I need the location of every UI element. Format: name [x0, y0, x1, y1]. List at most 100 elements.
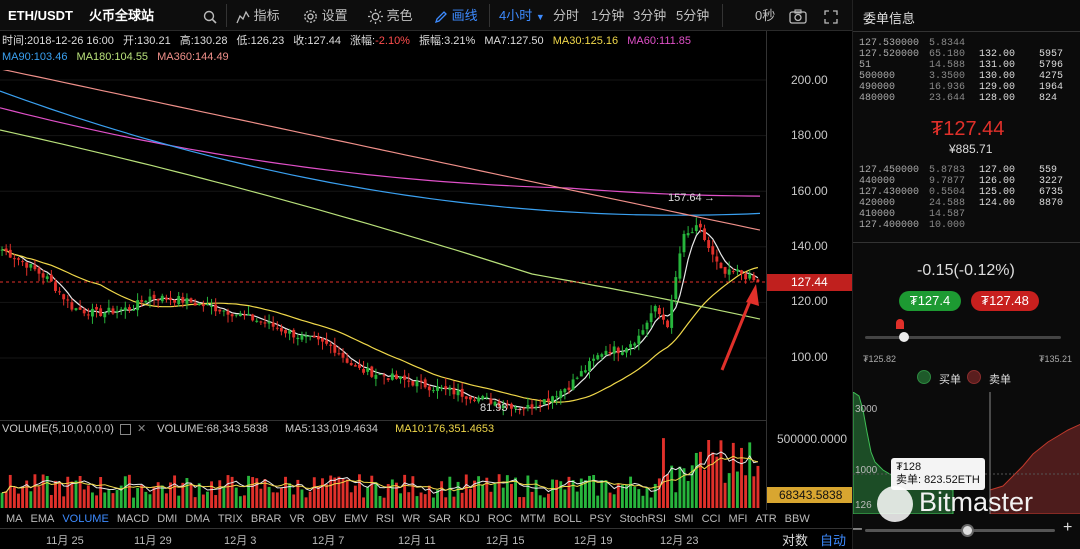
order-row[interactable]: 420000 24.588 124.00 8870 — [859, 198, 1079, 209]
indicator-tab[interactable]: EMV — [343, 513, 368, 525]
volume-bar — [210, 481, 214, 508]
indicator-tab[interactable]: OBV — [312, 513, 336, 525]
candle-body — [4, 248, 8, 252]
volume-ma-line — [2, 451, 759, 494]
pair-symbol[interactable]: ETH/USDT — [8, 8, 73, 23]
indicator-tab[interactable]: MACD — [116, 513, 150, 525]
candle-body — [431, 390, 435, 392]
candle-body — [460, 388, 464, 397]
indicator-tab[interactable]: BBW — [784, 513, 810, 525]
volume-title[interactable]: VOLUME(5,10,0,0,0,0) — [2, 423, 114, 435]
candle-body — [481, 396, 485, 399]
order-row[interactable]: 127.530000 5.8344 — [859, 38, 1079, 49]
indicator-tab[interactable]: CCI — [701, 513, 721, 525]
order-row[interactable]: 51 14.588 131.00 5796 — [859, 60, 1079, 71]
interval-timeline[interactable]: 分时 — [553, 8, 580, 23]
volume-bar — [366, 486, 370, 508]
order-row[interactable]: 500000 3.3500 130.00 4275 — [859, 71, 1079, 82]
candle-info-bar: 时间:2018-12-26 16:00 开:130.21 高:130.28 低:… — [0, 33, 766, 69]
indicator-tab[interactable]: ATR — [755, 513, 777, 525]
candle-body — [596, 355, 600, 360]
sell-price-button[interactable]: ₮127.48 — [971, 291, 1039, 311]
brightness-button[interactable]: 亮色 — [368, 0, 413, 31]
draw-button[interactable]: 画线 — [434, 0, 478, 31]
volume-chart[interactable] — [0, 436, 766, 508]
candle-body — [501, 405, 505, 409]
indicator-tab[interactable]: MTM — [520, 513, 546, 525]
price-axis[interactable]: 200.00 180.00 160.00 140.00 120.00 100.0… — [766, 31, 853, 421]
log-scale-toggle[interactable]: 对数 — [782, 533, 809, 548]
volume-bar — [259, 488, 263, 508]
camera-icon[interactable] — [789, 0, 807, 31]
zoom-out-icon[interactable]: – — [853, 520, 862, 537]
buy-price-button[interactable]: ₮127.4 — [899, 291, 961, 311]
settings-button[interactable]: 设置 — [303, 0, 348, 31]
indicator-tab[interactable]: VOLUME — [62, 513, 109, 525]
interval-dropdown[interactable]: 4小时 ▼ — [499, 0, 545, 31]
candle-body — [312, 336, 316, 338]
candle-body — [123, 307, 127, 311]
interval-5min[interactable]: 5分钟 — [676, 8, 710, 23]
order-row[interactable]: 490000 16.936 129.00 1964 — [859, 82, 1079, 93]
price-range-handle[interactable] — [899, 332, 909, 342]
indicator-tab[interactable]: MA — [6, 513, 23, 525]
candle-body — [748, 274, 752, 279]
interval-1min[interactable]: 1分钟 — [591, 8, 625, 23]
buy-legend-icon — [917, 370, 931, 384]
zoom-in-icon[interactable]: + — [1063, 519, 1073, 536]
indicator-tab[interactable]: ROC — [487, 513, 513, 525]
order-cell: 3227 — [1039, 176, 1064, 187]
order-row[interactable]: 127.450000 5.8783 127.00 559 — [859, 165, 1079, 176]
indicator-button[interactable]: 指标 — [236, 0, 280, 31]
indicator-tab[interactable]: BRAR — [250, 513, 282, 525]
volume-bar — [123, 476, 127, 508]
indicator-tab[interactable]: DMI — [157, 513, 178, 525]
indicator-tab[interactable]: MFI — [728, 513, 748, 525]
indicator-tab[interactable]: KDJ — [459, 513, 480, 525]
volume-settings-icon[interactable] — [119, 423, 131, 435]
volume-bar — [164, 493, 168, 508]
indicator-tab[interactable]: DMA — [185, 513, 210, 525]
candle-body — [546, 398, 550, 402]
indicator-tab[interactable]: TRIX — [217, 513, 243, 525]
zoom-handle[interactable] — [961, 524, 974, 537]
order-cell: 130.00 — [979, 71, 1016, 82]
price-tick: 160.00 — [791, 184, 828, 198]
indicator-tab[interactable]: RSI — [375, 513, 395, 525]
search-icon[interactable] — [203, 0, 217, 31]
interval-3min[interactable]: 3分钟 — [633, 8, 667, 23]
order-cell: 5.8783 — [929, 165, 966, 176]
order-row[interactable]: 127.520000 65.180 132.00 5957 — [859, 49, 1079, 60]
indicator-tab[interactable]: StochRSI — [619, 513, 667, 525]
order-row[interactable]: 480000 23.644 128.00 824 — [859, 93, 1079, 104]
volume-bar — [230, 476, 234, 508]
volume-bar — [197, 483, 201, 508]
volume-bar — [292, 494, 296, 508]
seconds-label[interactable]: 0秒 — [755, 8, 776, 23]
candle-body — [304, 335, 308, 338]
order-row[interactable]: 440000 9.7877 126.00 3227 — [859, 176, 1079, 187]
candle-body — [452, 387, 456, 395]
indicator-tab[interactable]: BOLL — [553, 513, 582, 525]
order-row[interactable]: 127.430000 0.5504 125.00 6735 — [859, 187, 1079, 198]
volume-bar — [206, 491, 209, 508]
auto-scale-toggle[interactable]: 自动 — [820, 533, 847, 548]
expand-icon[interactable] — [824, 0, 838, 31]
candle-body — [526, 404, 530, 409]
order-row[interactable]: 127.400000 10.000 — [859, 220, 1079, 231]
time-axis[interactable]: 11月 25 11月 29 12月 3 12月 7 12月 11 12月 15 … — [0, 528, 852, 549]
indicator-tab[interactable]: PSY — [589, 513, 612, 525]
indicator-tab[interactable]: SAR — [428, 513, 452, 525]
indicator-tab[interactable]: VR — [289, 513, 305, 525]
candle-body — [160, 295, 164, 302]
volume-bar — [255, 478, 259, 508]
candlestick-chart[interactable]: 157.64 → 81.93 → — [0, 70, 766, 418]
last-price-cny: ¥885.71 — [949, 142, 993, 156]
candle-body — [703, 228, 706, 241]
close-icon[interactable]: ✕ — [137, 423, 147, 435]
volume-bar — [349, 492, 353, 508]
indicator-tab[interactable]: EMA — [30, 513, 55, 525]
order-row[interactable]: 410000 14.587 — [859, 209, 1079, 220]
indicator-tab[interactable]: WR — [402, 513, 421, 525]
indicator-tab[interactable]: SMI — [674, 513, 694, 525]
